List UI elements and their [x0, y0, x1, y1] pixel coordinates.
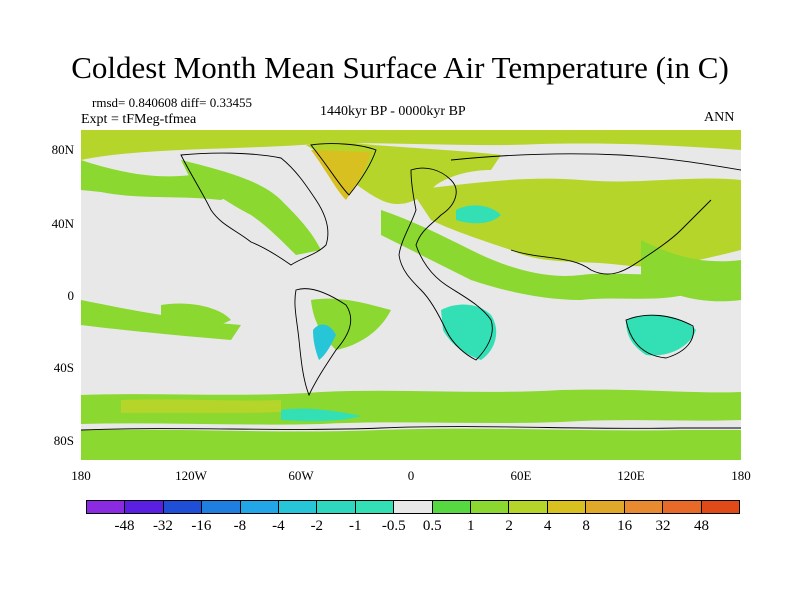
colorbar-label: 4	[543, 518, 552, 534]
plot-title: Coldest Month Mean Surface Air Temperatu…	[71, 50, 729, 85]
colorbar-label: -4	[272, 518, 285, 534]
south-america-cool	[313, 324, 336, 360]
greenland-strong	[311, 150, 371, 200]
greenland-coast	[310, 143, 377, 196]
colorbar-label: 1	[466, 518, 475, 534]
colorbar-label: -0.5	[381, 518, 406, 534]
colorbar-label: -16	[191, 518, 212, 534]
colorbar-label: 0.5	[422, 518, 442, 534]
colorbar-label: -2	[310, 518, 324, 534]
colorbar-swatch	[701, 501, 739, 513]
colorbar-swatch	[202, 501, 241, 513]
x-tick-180w: 180	[71, 468, 91, 483]
colorbar-label: -1	[349, 518, 362, 534]
europe-africa-coast	[398, 167, 493, 361]
x-tick-60e: 60E	[510, 468, 532, 483]
colorbar-label: -32	[152, 518, 173, 534]
antarctic-cool	[281, 408, 361, 422]
colorbar-swatch	[163, 501, 203, 513]
y-tick-0: 0	[67, 288, 75, 303]
west-pacific-light	[641, 240, 741, 302]
temperature-map	[81, 130, 741, 460]
x-tick-120e: 120E	[617, 468, 645, 483]
map-svg	[81, 130, 741, 460]
eurasia-warm	[411, 178, 741, 267]
x-tick-180e: 180	[731, 468, 751, 483]
north-america-coast	[180, 152, 329, 266]
coastlines	[81, 143, 741, 431]
experiment-label: Expt = tFMeg-tfmea	[81, 112, 197, 127]
colorbar-label: -48	[114, 518, 135, 534]
caspian-cool	[456, 205, 501, 224]
y-tick-80n: 80N	[51, 142, 74, 157]
colorbar-label: -8	[233, 518, 247, 534]
period-label: 1440kyr BP - 0000kyr BP	[320, 104, 466, 119]
colorbar-label: 8	[582, 518, 590, 534]
colorbar-swatch	[125, 501, 164, 513]
colorbar-label: 2	[505, 518, 513, 534]
asia-coast	[450, 153, 741, 275]
north-america-light	[181, 160, 321, 255]
arctic-warm-band	[81, 130, 741, 160]
y-tick-80s: 80S	[53, 433, 74, 448]
south-pacific-light	[161, 303, 231, 331]
colorbar-swatch	[87, 501, 126, 513]
colorbar-swatch	[586, 501, 625, 513]
y-tick-40n: 40N	[51, 216, 74, 231]
x-tick-120w: 120W	[175, 468, 207, 483]
colorbar-swatch	[509, 501, 548, 513]
antarctica-coast	[81, 426, 741, 431]
southern-ocean-strong	[121, 399, 281, 413]
colorbar-swatch	[317, 501, 356, 513]
australia-cool	[626, 314, 696, 356]
colorbar-label: 16	[617, 518, 633, 534]
southern-ocean-band	[81, 389, 741, 425]
colorbar-label: 48	[694, 518, 710, 534]
colorbar-swatch	[355, 501, 395, 513]
stats-label: rmsd= 0.840608 diff= 0.33455	[92, 95, 252, 110]
x-tick-60w: 60W	[288, 468, 314, 483]
colorbar-swatch	[547, 501, 587, 513]
colorbar-swatch	[240, 501, 280, 513]
colorbar-swatch	[432, 501, 472, 513]
colorbar-swatch	[394, 501, 433, 513]
africa-cool	[441, 304, 497, 360]
season-label: ANN	[704, 110, 735, 125]
south-america-coast	[294, 288, 352, 397]
colorbar-swatch	[279, 501, 318, 513]
eurasia-light	[381, 210, 701, 300]
colorbar	[86, 500, 740, 514]
x-tick-0: 0	[407, 468, 415, 483]
colorbar-swatch	[624, 501, 664, 513]
antarctic-light	[81, 428, 741, 460]
colorbar-swatch	[663, 501, 702, 513]
y-tick-40s: 40S	[53, 360, 74, 375]
north-pacific-warm	[81, 160, 241, 200]
colorbar-swatch	[471, 501, 510, 513]
australia-coast	[625, 314, 694, 359]
colorbar-label: 32	[655, 518, 671, 534]
